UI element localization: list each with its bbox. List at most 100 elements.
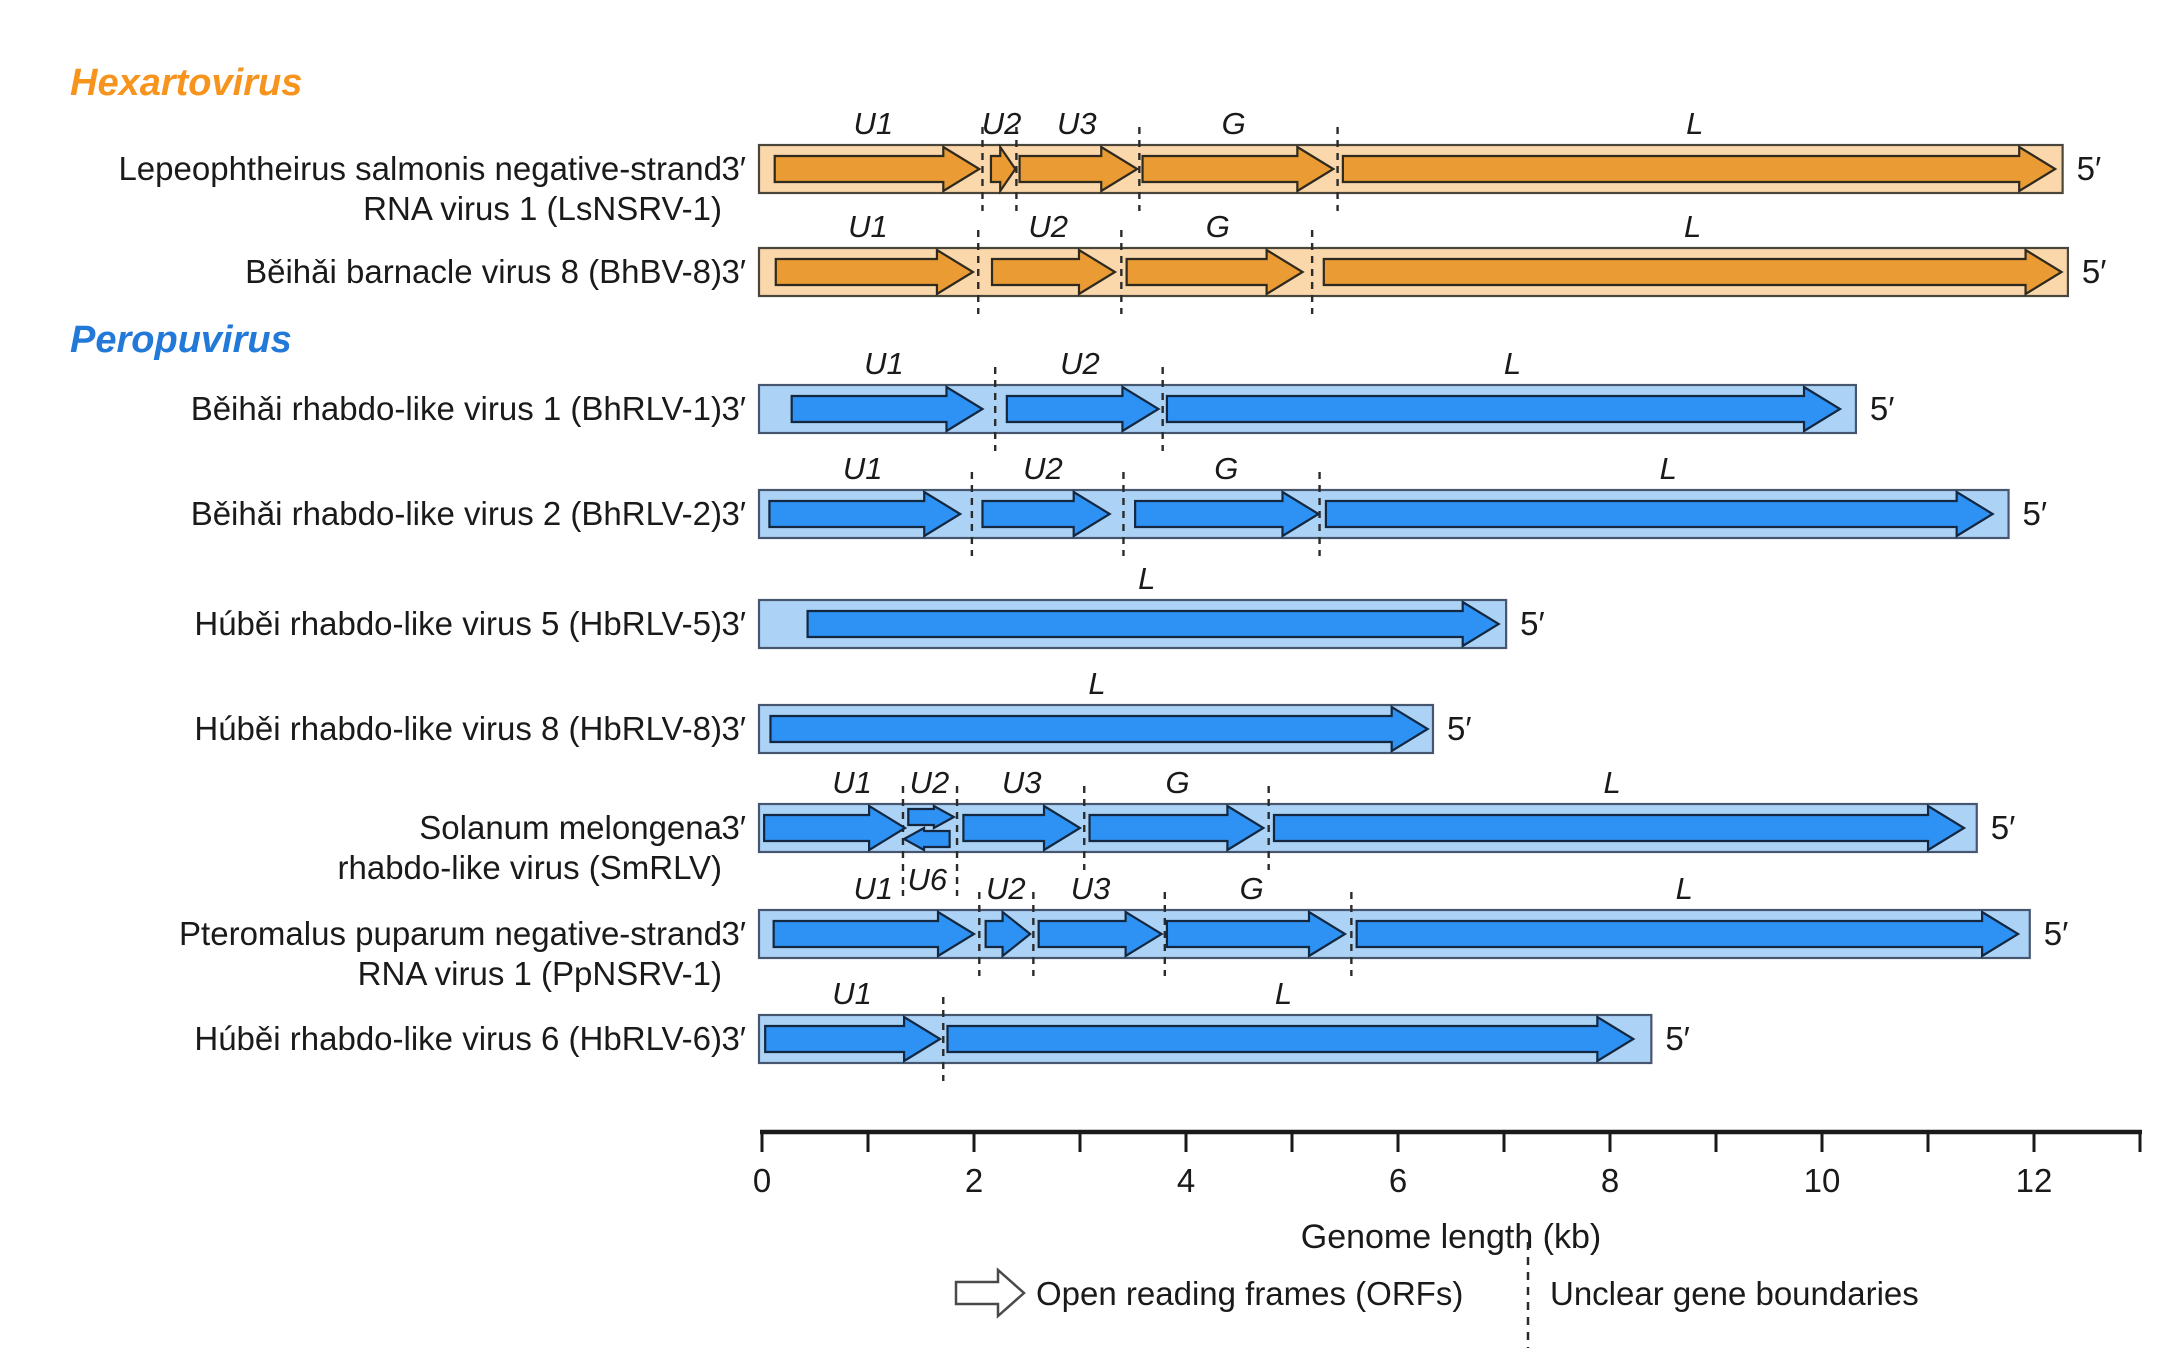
orf-arrow-HbRLV-5-L xyxy=(806,600,1501,648)
three-prime-label: 3′ xyxy=(721,390,746,427)
orf-label-PpNSRV-1-U2: U2 xyxy=(986,871,1026,906)
three-prime-label: 3′ xyxy=(721,253,746,290)
orf-label-SmRLV-G: G xyxy=(1165,765,1189,800)
orf-arrow-LsNSRV-1-G xyxy=(1141,145,1336,193)
five-prime-label: 5′ xyxy=(1991,809,2016,846)
orf-label-BhBV-8-G: G xyxy=(1206,209,1230,244)
orf-arrow-PpNSRV-1-U3 xyxy=(1037,910,1164,958)
axis-title: Genome length (kb) xyxy=(1301,1218,1602,1256)
orf-arrow-SmRLV-U3 xyxy=(962,804,1083,852)
orf-arrow-PpNSRV-1-L xyxy=(1355,910,2021,958)
orf-label-SmRLV-U6: U6 xyxy=(908,862,948,897)
axis-tick-label-2: 2 xyxy=(965,1162,983,1199)
legend-boundary-label: Unclear gene boundaries xyxy=(1550,1275,1919,1312)
orf-arrow-PpNSRV-1-U1 xyxy=(772,910,977,958)
axis-tick-label-12: 12 xyxy=(2016,1162,2053,1199)
orf-label-HbRLV-6-U1: U1 xyxy=(832,976,872,1011)
orf-label-HbRLV-5-L: L xyxy=(1138,561,1155,596)
virus-name-BhRLV-1: Běihǎi rhabdo-like virus 1 (BhRLV-1) xyxy=(191,390,722,427)
orf-label-LsNSRV-1-U1: U1 xyxy=(853,106,893,141)
five-prime-label: 5′ xyxy=(1665,1020,1690,1057)
orf-label-SmRLV-U2: U2 xyxy=(910,765,950,800)
orf-arrow-BhRLV-2-L xyxy=(1324,490,1995,538)
five-prime-label: 5′ xyxy=(1447,710,1472,747)
orf-label-LsNSRV-1-L: L xyxy=(1686,106,1703,141)
legend: Open reading frames (ORFs) Unclear gene b… xyxy=(954,1242,1919,1348)
genome-row-LsNSRV-1: Lepeophtheirus salmonis negative-strandR… xyxy=(118,106,2101,227)
orf-label-BhRLV-1-U1: U1 xyxy=(864,346,904,381)
virus-name-SmRLV: rhabdo-like virus (SmRLV) xyxy=(338,849,723,886)
three-prime-label: 3′ xyxy=(721,605,746,642)
orf-label-SmRLV-U1: U1 xyxy=(832,765,872,800)
genome-row-HbRLV-8: Húběi rhabdo-like virus 8 (HbRLV-8) 3′ L 5′ xyxy=(194,666,1472,755)
orf-arrow-BhRLV-1-L xyxy=(1165,385,1843,433)
orf-arrow-LsNSRV-1-U3 xyxy=(1018,145,1140,193)
orf-arrow-BhBV-8-U1 xyxy=(774,248,976,296)
orf-legend-icon xyxy=(954,1267,1026,1319)
axis-tick-label-10: 10 xyxy=(1804,1162,1841,1199)
orf-arrow-SmRLV-U6 xyxy=(901,826,951,852)
orf-label-BhBV-8-U2: U2 xyxy=(1028,209,1068,244)
three-prime-label: 3′ xyxy=(721,915,746,952)
five-prime-label: 5′ xyxy=(2044,915,2069,952)
orf-arrow-LsNSRV-1-U2 xyxy=(989,143,1017,195)
orf-label-PpNSRV-1-G: G xyxy=(1240,871,1264,906)
virus-name-HbRLV-6: Húběi rhabdo-like virus 6 (HbRLV-6) xyxy=(194,1020,722,1057)
orf-arrow-LsNSRV-1-L xyxy=(1341,145,2058,193)
orf-label-LsNSRV-1-U2: U2 xyxy=(982,106,1022,141)
orf-label-HbRLV-6-L: L xyxy=(1275,976,1292,1011)
orf-arrow-BhBV-8-L xyxy=(1322,248,2064,296)
genome-length-axis: 0 2 4 6 8 10 12 Genome length (kb) xyxy=(753,1129,2142,1256)
orf-label-BhBV-8-L: L xyxy=(1684,209,1701,244)
orf-label-PpNSRV-1-U1: U1 xyxy=(853,871,893,906)
orf-arrow-BhRLV-2-G xyxy=(1134,490,1321,538)
five-prime-label: 5′ xyxy=(2023,495,2048,532)
five-prime-label: 5′ xyxy=(1520,605,1545,642)
orf-label-BhRLV-2-L: L xyxy=(1660,451,1677,486)
orf-label-LsNSRV-1-U3: U3 xyxy=(1057,106,1097,141)
orf-arrow-BhBV-8-U2 xyxy=(990,248,1118,296)
orf-label-BhRLV-2-U2: U2 xyxy=(1023,451,1063,486)
orf-arrow-SmRLV-L xyxy=(1272,804,1967,852)
orf-label-SmRLV-U3: U3 xyxy=(1002,765,1042,800)
orf-arrow-HbRLV-6-U1 xyxy=(764,1015,943,1063)
virus-name-PpNSRV-1: Pteromalus puparum negative-strand xyxy=(179,915,722,952)
genus-title-hexartovirus: Hexartovirus xyxy=(70,62,302,104)
three-prime-label: 3′ xyxy=(721,710,746,747)
three-prime-label: 3′ xyxy=(721,809,746,846)
genome-row-BhRLV-1: Běihǎi rhabdo-like virus 1 (BhRLV-1) 3′ U1… xyxy=(191,346,1895,451)
orf-arrow-LsNSRV-1-U1 xyxy=(773,145,982,193)
axis-tick-label-8: 8 xyxy=(1601,1162,1619,1199)
genome-row-BhBV-8: Běihǎi barnacle virus 8 (BhBV-8) 3′ U1 U2 G L… xyxy=(245,209,2106,314)
genome-row-HbRLV-5: Húběi rhabdo-like virus 5 (HbRLV-5) 3′ L 5′ xyxy=(194,561,1545,650)
virus-name-SmRLV: Solanum melongena xyxy=(419,809,722,846)
orf-label-BhRLV-1-U2: U2 xyxy=(1060,346,1100,381)
orf-arrow-BhRLV-2-U2 xyxy=(981,490,1112,538)
three-prime-label: 3′ xyxy=(721,495,746,532)
orf-label-BhRLV-2-G: G xyxy=(1214,451,1238,486)
virus-name-HbRLV-5: Húběi rhabdo-like virus 5 (HbRLV-5) xyxy=(194,605,722,642)
genome-row-BhRLV-2: Běihǎi rhabdo-like virus 2 (BhRLV-2) 3′ U1… xyxy=(191,451,2047,556)
orf-label-SmRLV-L: L xyxy=(1603,765,1620,800)
axis-tick-label-4: 4 xyxy=(1177,1162,1195,1199)
axis-tick-label-6: 6 xyxy=(1389,1162,1407,1199)
five-prime-label: 5′ xyxy=(1870,390,1895,427)
orf-arrow-BhBV-8-G xyxy=(1125,248,1305,296)
virus-name-BhRLV-2: Běihǎi rhabdo-like virus 2 (BhRLV-2) xyxy=(191,495,722,532)
orf-arrow-SmRLV-U2 xyxy=(907,804,957,830)
axis-tick-label-0: 0 xyxy=(753,1162,771,1199)
orf-label-PpNSRV-1-U3: U3 xyxy=(1071,871,1111,906)
orf-arrow-HbRLV-6-L xyxy=(946,1015,1636,1063)
legend-orf-label: Open reading frames (ORFs) xyxy=(1036,1275,1463,1312)
orf-arrow-PpNSRV-1-U2 xyxy=(984,909,1032,959)
orf-arrow-PpNSRV-1-G xyxy=(1165,910,1348,958)
orf-arrow-SmRLV-U1 xyxy=(763,804,908,852)
orf-arrow-BhRLV-2-U1 xyxy=(768,490,963,538)
orf-label-BhBV-8-U1: U1 xyxy=(848,209,888,244)
virus-name-BhBV-8: Běihǎi barnacle virus 8 (BhBV-8) xyxy=(245,253,722,290)
virus-name-HbRLV-8: Húběi rhabdo-like virus 8 (HbRLV-8) xyxy=(194,710,722,747)
virus-name-LsNSRV-1: RNA virus 1 (LsNSRV-1) xyxy=(363,190,722,227)
